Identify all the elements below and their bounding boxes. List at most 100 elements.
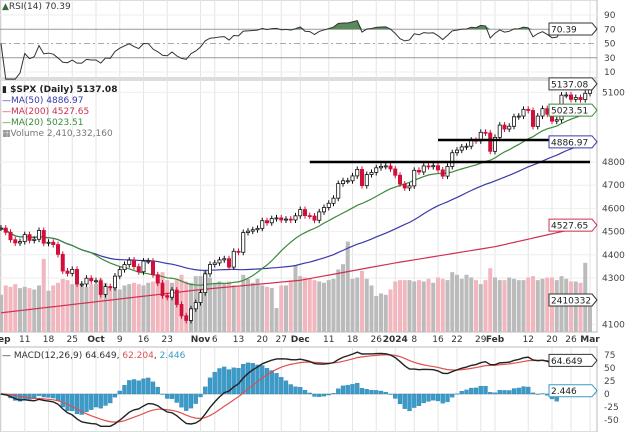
candle-body: [540, 108, 545, 117]
volume-bar: [307, 278, 312, 332]
rsi-tick-label: 50: [604, 40, 616, 50]
macd-histogram-bar: [416, 393, 422, 406]
volume-bar: [279, 285, 284, 332]
candle-body: [492, 137, 497, 152]
candle-body: [497, 124, 502, 138]
candle-body: [545, 108, 550, 115]
histogram-value-tag-box: [548, 384, 598, 398]
candle-body: [326, 202, 331, 208]
macd-histogram-bar: [511, 388, 517, 395]
legend-ma200-label: MA(200): [11, 107, 50, 117]
candle-body: [279, 217, 284, 221]
macd-histogram-bar: [217, 368, 222, 395]
volume-bar: [497, 280, 502, 332]
volume-bar: [474, 280, 478, 332]
legend-ma20-value: 5023.51: [46, 118, 84, 128]
volume-bar: [241, 274, 246, 332]
volume-bar: [578, 282, 583, 332]
volume-bar: [151, 281, 155, 332]
volume-bar: [227, 281, 231, 332]
volume-bar: [317, 281, 322, 332]
macd-histogram-bar: [108, 393, 113, 404]
ma50-value-tag: 4886.97: [548, 135, 598, 149]
candle-body: [0, 227, 4, 230]
volume-bar: [56, 282, 60, 332]
volume-bar: [464, 274, 469, 332]
macd-histogram-bar: [454, 393, 460, 395]
candle-body: [250, 229, 255, 232]
macd-histogram-bar: [46, 393, 51, 398]
candle-body: [264, 220, 269, 224]
macd-histogram-bar: [302, 390, 308, 395]
rsi-value-tag: 70.39: [548, 22, 598, 35]
ma200-value-tag-box: [548, 218, 598, 232]
price-tick-label: 4300: [602, 274, 625, 284]
volume-bar: [274, 308, 279, 332]
volume-bar: [459, 278, 464, 332]
macd-value-tag: 64.649: [548, 353, 598, 367]
candle-body: [378, 166, 383, 169]
macd-histogram-bar: [426, 393, 431, 402]
candle-body: [288, 218, 293, 221]
volume-bar: [236, 286, 241, 332]
macd-histogram-bar: [198, 393, 203, 398]
macd-histogram-bar: [27, 393, 32, 400]
volume-bar: [46, 290, 51, 332]
macd-histogram-bar: [464, 389, 469, 395]
candle-body: [369, 172, 374, 175]
volume-bar: [478, 284, 483, 332]
volume-bar: [364, 278, 369, 332]
macd-histogram-bar: [112, 393, 118, 398]
candle-body: [103, 286, 108, 295]
macd-histogram-bar: [450, 393, 455, 398]
legend-ma20-label: MA(20): [11, 118, 44, 128]
x-tick-label: Nov: [191, 335, 211, 345]
volume-bar: [250, 282, 255, 332]
candle-icon: ▮: [2, 85, 7, 95]
rsi-panel: [0, 0, 598, 79]
candle-body: [312, 215, 317, 221]
candle-body: [269, 218, 274, 224]
volume-bar: [379, 293, 383, 332]
candle-body: [507, 125, 512, 130]
volume-bar: [113, 282, 117, 332]
x-tick-label: 22: [451, 335, 462, 345]
candle-body: [150, 260, 155, 276]
macd-histogram-bar: [502, 390, 507, 395]
candle-body: [573, 97, 578, 100]
volume-bar: [426, 278, 431, 332]
ma200-value-tag: 4527.65: [548, 218, 598, 232]
candle-body: [459, 146, 464, 151]
x-tick-label: Feb: [486, 335, 505, 345]
macd-histogram-bar: [345, 384, 350, 395]
candle-body: [13, 239, 18, 244]
macd-histogram-bar: [326, 393, 331, 396]
price-legend: ▮ $SPX (Daily) 5137.08 —MA(50) 4886.97 —…: [2, 85, 118, 140]
macd-histogram-bar: [507, 390, 512, 395]
candle-body: [397, 174, 402, 185]
candle-body: [207, 264, 212, 275]
volume-bar: [160, 272, 165, 332]
volume-bar: [322, 282, 326, 332]
x-tick-label: 18: [347, 335, 359, 345]
macd-histogram-bar: [307, 392, 312, 395]
ma20-value-tag-text: 5023.51: [551, 107, 588, 117]
legend-volume: ▦Volume 2,410,332,160: [2, 129, 117, 140]
macd-histogram-bar: [540, 393, 545, 395]
volume-bar: [146, 282, 151, 332]
candle-body: [359, 169, 364, 187]
volume-bar: [155, 277, 160, 332]
macd-histogram-bar: [388, 393, 393, 395]
macd-histogram-bar: [269, 370, 274, 395]
macd-histogram-bar: [231, 367, 236, 395]
price-tick-label: 4400: [602, 251, 625, 261]
candle-body: [340, 180, 345, 184]
macd-histogram-bar: [98, 393, 103, 409]
volume-bar: [231, 285, 236, 332]
candle-body: [193, 302, 198, 310]
volume-bar: [540, 278, 545, 332]
x-tick-label: Sep: [0, 335, 11, 345]
x-tick-label: 18: [43, 335, 55, 345]
candle-body: [37, 230, 42, 240]
volume-bar: [369, 285, 374, 332]
